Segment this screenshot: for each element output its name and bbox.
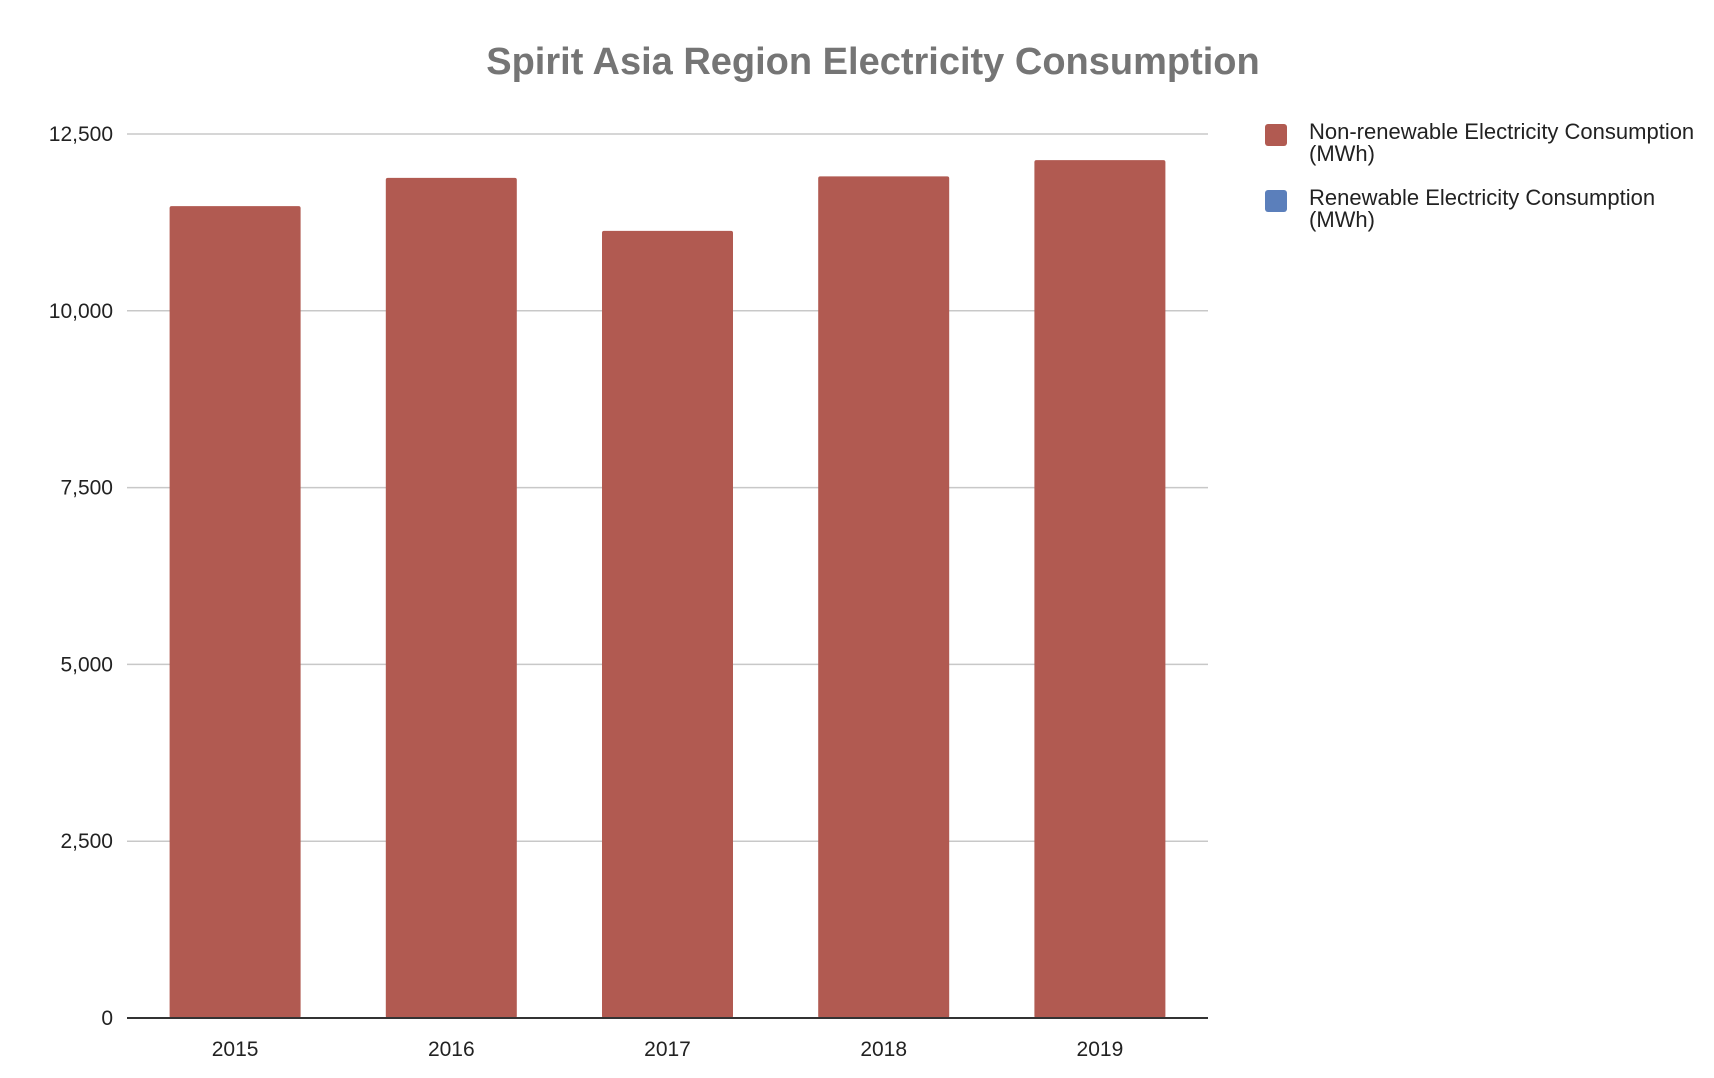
y-tick-label: 7,500 (60, 477, 113, 500)
bar (169, 206, 301, 1018)
y-tick-label: 12,500 (49, 123, 113, 146)
axes: 0 2,500 5,000 7,500 10,000 12,500 2015 2016 2017… (49, 123, 1208, 1061)
legend-label: Renewable Electricity Consumption (MWh) (1309, 185, 1656, 232)
bar (602, 230, 733, 1018)
y-tick-label: 5,000 (60, 653, 113, 676)
chart-title: Spirit Asia Region Electricity Consumpti… (486, 41, 1259, 83)
y-tick-label: 10,000 (49, 300, 113, 323)
x-tick-label: 2018 (860, 1038, 907, 1061)
x-tick-label: 2017 (644, 1038, 691, 1061)
bars (169, 160, 1166, 1019)
legend-item: Renewable Electricity Consumption (MWh) (1265, 187, 1705, 231)
legend-swatch (1265, 124, 1287, 146)
legend: Non-renewable Electricity Consumption (M… (1265, 121, 1705, 253)
legend-label: Non-renewable Electricity Consumption (M… (1309, 119, 1695, 166)
y-tick-label: 2,500 (60, 830, 113, 853)
x-tick-label: 2015 (212, 1038, 259, 1061)
x-tick-label: 2019 (1077, 1038, 1124, 1061)
x-tick-label: 2016 (428, 1038, 475, 1061)
legend-item: Non-renewable Electricity Consumption (M… (1265, 121, 1705, 165)
y-tick-label: 0 (101, 1007, 113, 1030)
bar (385, 177, 517, 1018)
bar (1034, 160, 1166, 1019)
bar (818, 176, 950, 1018)
legend-swatch (1265, 190, 1287, 212)
